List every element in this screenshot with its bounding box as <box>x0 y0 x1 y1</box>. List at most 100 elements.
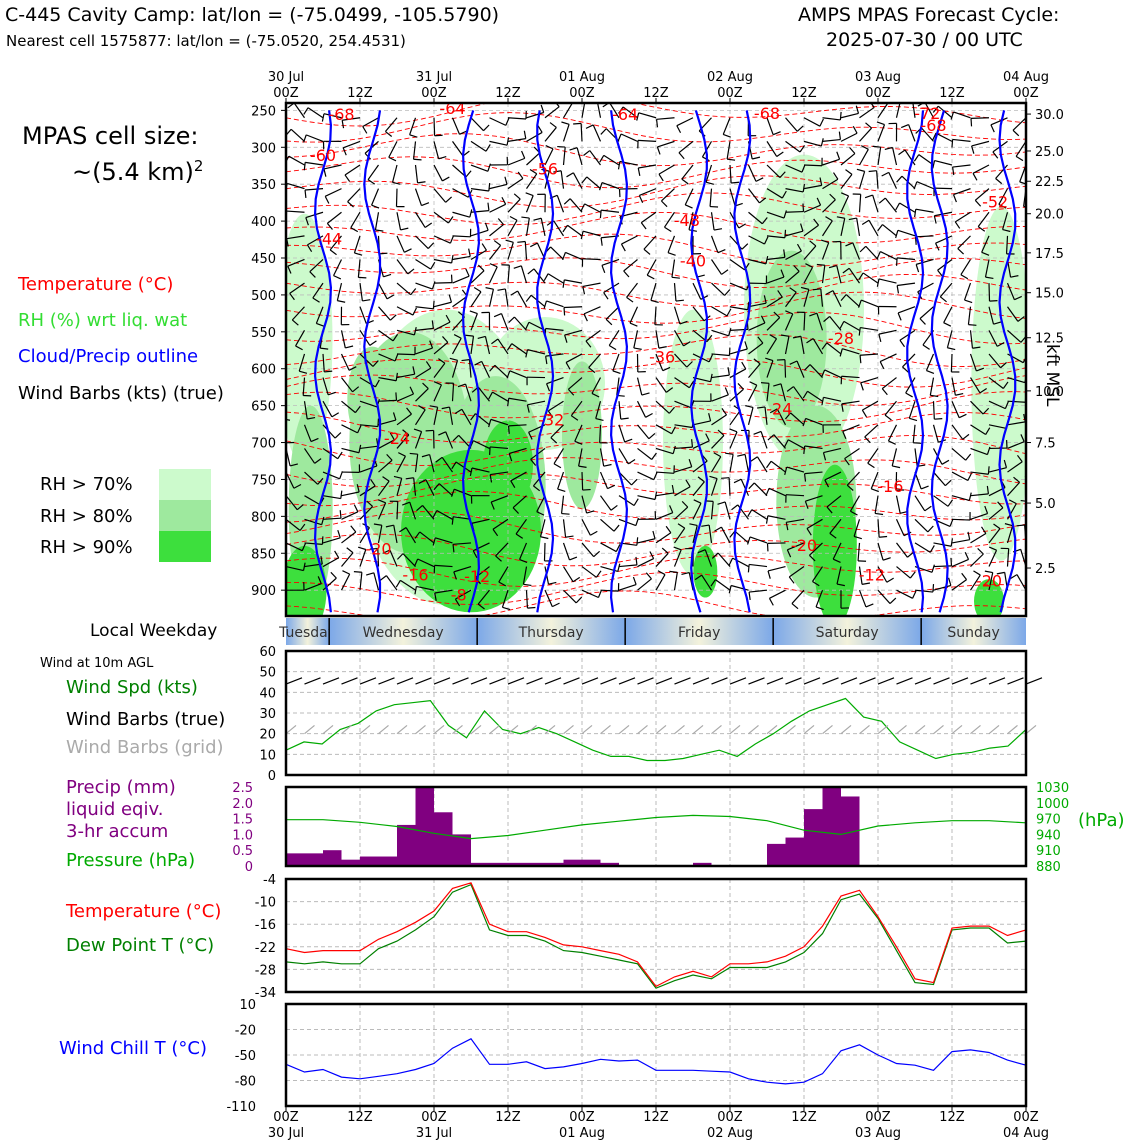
wind-barb <box>560 170 565 189</box>
wind-barb-flag <box>635 556 638 565</box>
wind-barb <box>766 141 778 157</box>
wind-barb-flag <box>302 134 307 143</box>
wind-barb <box>560 495 565 514</box>
wind-barb <box>287 182 305 190</box>
wind-barb <box>711 394 729 402</box>
wind-barb-flag <box>859 355 862 364</box>
wind-barb-flag <box>526 404 530 413</box>
rh-region-13 <box>286 545 327 616</box>
wind-barb <box>378 439 395 449</box>
wind-barb <box>878 278 897 284</box>
wind-barb <box>891 147 898 166</box>
wind-barb-flag <box>752 156 761 160</box>
wind-barb-flag <box>711 552 719 559</box>
wind-barb-flag <box>745 405 754 408</box>
wind-barb-flag <box>326 222 333 230</box>
wind-barb <box>452 188 469 198</box>
wind-barb <box>841 400 860 405</box>
wind-barb <box>396 455 406 473</box>
wind-barb-flag <box>769 334 777 340</box>
wind-barb-flag <box>530 242 538 248</box>
wind-barb-flag <box>737 383 744 390</box>
wind-barb <box>969 330 974 349</box>
wind-barb <box>897 306 916 314</box>
wind-barb-flag <box>697 549 706 554</box>
wind-barb <box>567 377 583 390</box>
wind-barb <box>445 431 454 449</box>
wind-barb-flag <box>728 585 732 594</box>
wind-barb <box>951 495 970 501</box>
wind-barb <box>857 542 861 561</box>
wind-barb-flag <box>748 591 751 601</box>
wind-barb-flag <box>607 484 616 490</box>
true-wind-barb <box>581 677 599 685</box>
wind-barb-flag <box>1002 228 1011 233</box>
wind-barb-flag <box>824 479 830 488</box>
wind-barb-flag <box>302 562 306 571</box>
wind-barb-flag <box>317 477 324 485</box>
wind-barb <box>766 211 785 219</box>
precip-bar <box>767 843 786 866</box>
wind-barb <box>729 431 738 449</box>
wind-barb <box>608 330 620 346</box>
grid-wind-barb <box>970 724 981 735</box>
wind-barb <box>409 117 417 135</box>
wind-barb <box>359 465 378 473</box>
wind-barb-flag <box>272 342 277 348</box>
precip-bar <box>286 853 305 866</box>
wind-barb <box>396 212 402 231</box>
wind-barb-flag <box>723 133 731 138</box>
wind-barb-flag <box>816 263 825 266</box>
wind-barb <box>711 306 728 317</box>
wind-barb-flag <box>521 216 530 219</box>
wind-barb-flag <box>620 417 629 420</box>
wind-barb-flag <box>785 522 789 531</box>
wind-barb <box>433 282 453 284</box>
wind-barb-flag <box>757 336 764 344</box>
temp-contour <box>286 334 1026 367</box>
wind-barb-flag <box>278 394 285 397</box>
wind-barb <box>340 353 350 371</box>
chart-title: C-445 Cavity Camp: lat/lon = (-75.0499, … <box>5 4 500 26</box>
wind-barb-flag <box>379 575 387 581</box>
wind-barb-flag <box>342 570 350 575</box>
wind-barb-flag <box>416 504 423 512</box>
wind-barb <box>803 117 821 127</box>
wind-barb-flag <box>1000 361 1007 369</box>
wind-barb <box>748 211 763 225</box>
wind-barb-flag <box>595 417 604 422</box>
wind-barb-flag <box>935 242 940 251</box>
wind-barb-flag <box>971 145 975 154</box>
wind-barb-flag <box>395 372 398 381</box>
wind-barb-flag <box>366 572 375 576</box>
wind-barb-flag <box>371 204 380 209</box>
wind-barb <box>315 306 324 324</box>
wind-barb <box>708 524 713 544</box>
wind-barb <box>908 401 916 419</box>
wind-barb-flag <box>299 523 306 531</box>
wind-barb <box>433 211 449 224</box>
wind-barb <box>981 235 990 253</box>
wind-barb-flag <box>431 320 434 329</box>
wind-barb-flag <box>819 118 824 127</box>
true-wind-barb <box>803 677 821 685</box>
wind-barb-flag <box>1012 129 1020 137</box>
rh-swatch-80 <box>159 500 211 531</box>
wind-barb <box>618 564 637 568</box>
wind-barb <box>433 321 451 331</box>
wind-barb <box>711 259 723 275</box>
wind-barb <box>915 208 934 213</box>
wind-barb-flag <box>459 130 468 135</box>
wind-barb-flag <box>684 204 693 209</box>
wind-barb <box>385 575 398 591</box>
wind-barb-flag <box>760 382 770 384</box>
wind-barb <box>329 235 342 251</box>
wind-barb <box>784 313 794 331</box>
wind-barb <box>845 294 860 308</box>
wind-barb-flag <box>600 128 607 135</box>
precip-bar <box>822 787 841 866</box>
wind-barb-flag <box>637 167 641 176</box>
temp-contour <box>286 112 1026 143</box>
wind-barb-flag <box>386 453 393 461</box>
wind-barb-flag <box>952 194 957 203</box>
